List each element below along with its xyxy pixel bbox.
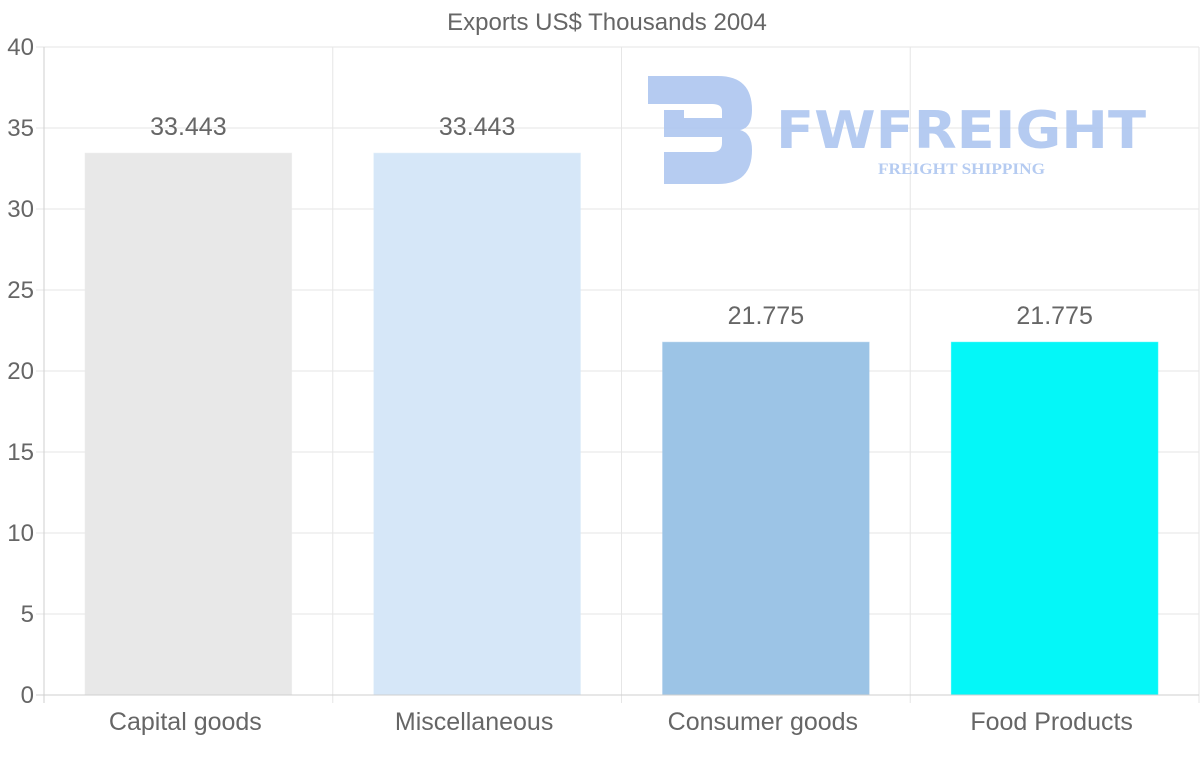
y-tick-label: 40 [7, 34, 34, 61]
x-category-label: Capital goods [109, 708, 262, 736]
watermark-brand-text: FWFREIGHT [776, 101, 1147, 161]
x-category-label: Consumer goods [668, 708, 858, 736]
bar-food-products[interactable] [950, 341, 1159, 696]
bar-value-label: 21.775 [1016, 302, 1092, 330]
bar-capital-goods[interactable] [84, 152, 293, 696]
bar-value-label: 33.443 [150, 113, 226, 141]
y-tick-label: 5 [21, 601, 34, 628]
chart-title: Exports US$ Thousands 2004 [447, 9, 767, 36]
x-category-label: Food Products [970, 708, 1133, 736]
watermark-tagline-text: FREIGHT SHIPPING [878, 161, 1046, 178]
bar-value-label: 33.443 [439, 113, 515, 141]
y-tick-label: 30 [7, 196, 34, 223]
bar-miscellaneous[interactable] [373, 152, 581, 696]
bars [84, 152, 1159, 696]
fw-logo-icon [648, 76, 752, 184]
data-labels: 33.443 33.443 21.775 21.775 [150, 113, 1093, 330]
y-tick-label: 25 [7, 277, 34, 304]
y-tick-label: 20 [7, 358, 34, 385]
bar-consumer-goods[interactable] [662, 341, 870, 696]
y-tick-label: 10 [7, 520, 34, 547]
y-tick-label: 0 [21, 682, 34, 709]
y-tick-label: 15 [7, 439, 34, 466]
bar-value-label: 21.775 [728, 302, 804, 330]
watermark-logo: FWFREIGHT FREIGHT SHIPPING [648, 76, 1147, 184]
y-tick-label: 35 [7, 115, 34, 142]
x-category-label: Miscellaneous [395, 708, 553, 736]
x-axis: Capital goods Miscellaneous Consumer goods… [36, 694, 1199, 736]
y-axis: 0 5 10 15 20 25 30 35 40 [7, 34, 45, 709]
